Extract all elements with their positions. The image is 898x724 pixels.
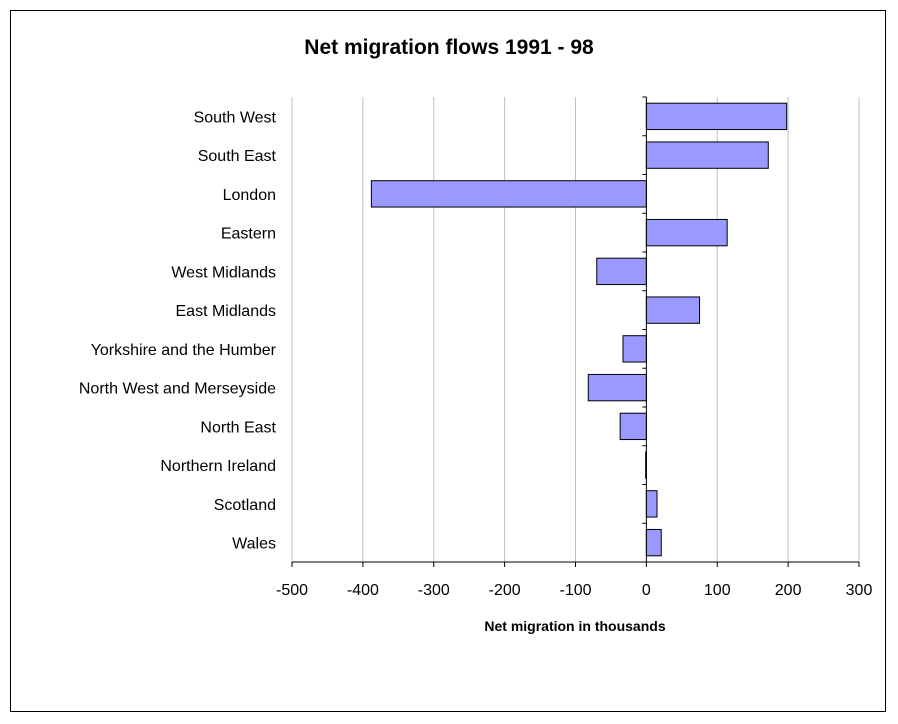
x-axis-label: Net migration in thousands [484, 618, 665, 634]
x-tick-label: 100 [704, 582, 731, 599]
bar [596, 257, 647, 286]
x-tick-label: -200 [489, 582, 521, 599]
x-tick-labels: -500 -400 -300 -200 -100 0 100 200 300 [276, 582, 872, 599]
x-tick-label: -300 [418, 582, 450, 599]
category-label: Eastern [221, 226, 276, 243]
category-labels: South West South East London Eastern West Mi… [79, 109, 277, 552]
category-label: London [223, 187, 276, 204]
bars [370, 102, 788, 557]
category-label: North East [200, 419, 276, 436]
x-tick-label: 0 [642, 582, 651, 599]
category-label: Northern Ireland [160, 458, 276, 475]
bar [645, 490, 658, 518]
category-label: Yorkshire and the Humber [91, 342, 277, 359]
category-label: North West and Merseyside [79, 381, 276, 398]
x-tick-label: -400 [347, 582, 379, 599]
bar [587, 373, 647, 402]
category-label: West Midlands [171, 264, 276, 281]
category-label: East Midlands [176, 303, 277, 320]
bar [645, 218, 728, 247]
x-tick-label: -100 [559, 582, 591, 599]
x-tick-label: 300 [846, 582, 873, 599]
bar [619, 412, 647, 441]
category-label: Wales [232, 536, 276, 553]
bar [370, 180, 647, 208]
axes [291, 96, 860, 567]
category-label: South West [194, 109, 277, 126]
bar [645, 102, 788, 131]
bar [645, 528, 662, 557]
chart-title: Net migration flows 1991 - 98 [304, 36, 594, 59]
bar [622, 335, 647, 363]
category-label: South East [198, 148, 277, 165]
x-tick-label: -500 [276, 582, 308, 599]
category-label: Scotland [214, 497, 276, 514]
gridlines [291, 97, 860, 562]
x-tick-label: 200 [775, 582, 802, 599]
bar [645, 141, 769, 169]
bar [645, 296, 701, 324]
